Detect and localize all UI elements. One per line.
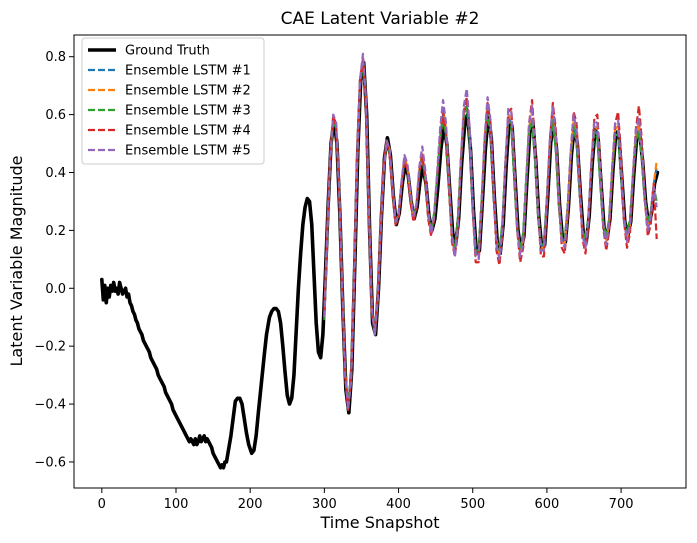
- legend-label: Ensemble LSTM #3: [125, 104, 251, 119]
- y-tick-label: 0.8: [45, 50, 66, 65]
- y-tick-label: −0.2: [34, 340, 66, 355]
- legend-label: Ensemble LSTM #4: [125, 124, 251, 139]
- y-tick-label: 0.0: [45, 282, 66, 297]
- chart-title: CAE Latent Variable #2: [281, 9, 480, 29]
- y-tick-label: −0.4: [34, 398, 66, 413]
- axes-frame: [73, 34, 687, 489]
- x-axis-label: Time Snapshot: [319, 513, 439, 532]
- x-tick-label: 500: [460, 497, 485, 512]
- series-layer: [100, 52, 660, 470]
- x-tick-label: 400: [386, 497, 411, 512]
- x-tick-label: 200: [238, 497, 263, 512]
- legend-label: Ensemble LSTM #5: [125, 144, 251, 159]
- legend-label: Ensemble LSTM #1: [125, 64, 251, 79]
- y-axis-label: Latent Variable Magnitude: [7, 156, 26, 367]
- x-tick-label: 0: [98, 497, 106, 512]
- y-tick-label: 0.4: [45, 166, 66, 181]
- x-tick-label: 700: [609, 497, 634, 512]
- legend-box: [81, 37, 265, 165]
- x-axis: 0 100 200 300 400 500 600 700: [98, 488, 634, 512]
- x-tick-label: 100: [164, 497, 189, 512]
- y-tick-label: −0.6: [34, 455, 66, 470]
- x-tick-label: 300: [312, 497, 337, 512]
- x-tick-label: 600: [534, 497, 559, 512]
- series-line-ensemble-lstm-5: [323, 52, 658, 411]
- legend-label: Ground Truth: [125, 44, 210, 59]
- y-axis: −0.6 −0.4 −0.2 0.0 0.2 0.4 0.6 0.8: [34, 50, 74, 470]
- legend-label: Ensemble LSTM #2: [125, 84, 251, 99]
- y-tick-label: 0.2: [45, 224, 66, 239]
- y-tick-label: 0.6: [45, 108, 66, 123]
- legend: Ground Truth Ensemble LSTM #1 Ensemble LST…: [81, 37, 265, 165]
